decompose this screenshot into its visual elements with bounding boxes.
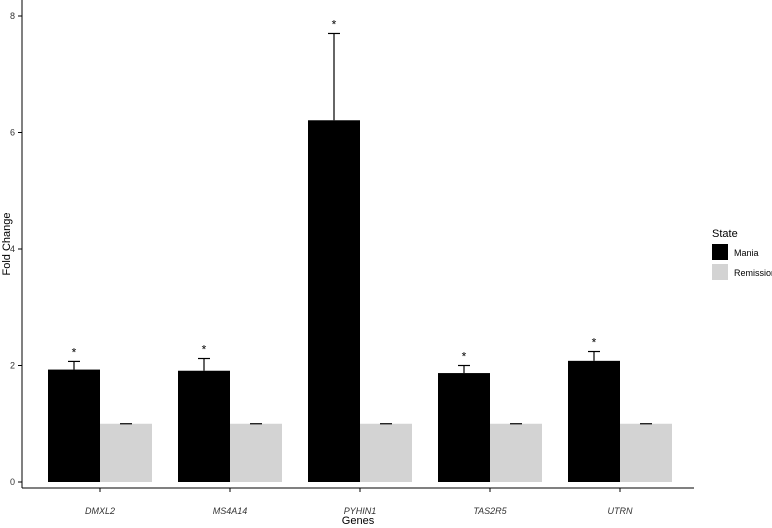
legend: State Mania Remission <box>712 228 772 280</box>
bar-mania-dmxl2 <box>48 369 100 482</box>
x-tick-label: TAS2R5 <box>473 506 507 516</box>
x-tick-label: DMXL2 <box>85 506 115 516</box>
x-tick-label: UTRN <box>608 506 633 516</box>
legend-label-remission: Remission <box>734 268 772 278</box>
legend-label-mania: Mania <box>734 248 759 258</box>
y-tick-label: 8 <box>10 11 15 21</box>
significance-marker: * <box>332 17 337 31</box>
bar-mania-ms4a14 <box>178 370 230 482</box>
y-axis-ticks: 0 2 4 6 8 <box>10 11 22 487</box>
y-tick-label: 2 <box>10 361 15 371</box>
bar-mania-pyhin1 <box>308 120 360 482</box>
legend-title: State <box>712 228 738 240</box>
y-axis-title: Fold Change <box>1 213 13 276</box>
y-tick-label: 6 <box>10 128 15 138</box>
legend-swatch-mania <box>712 244 728 260</box>
legend-swatch-remission <box>712 264 728 280</box>
bar-remission-ms4a14 <box>230 423 282 482</box>
bar-remission-utrn <box>620 423 672 482</box>
bar-mania-utrn <box>568 360 620 482</box>
significance-marker: * <box>592 336 597 350</box>
bar-remission-tas2r5 <box>490 423 542 482</box>
significance-marker: * <box>72 345 77 359</box>
x-axis-ticks: DMXL2 MS4A14 PYHIN1 TAS2R5 UTRN <box>85 488 633 516</box>
x-tick-label: MS4A14 <box>213 506 248 516</box>
bar-remission-dmxl2 <box>100 423 152 482</box>
x-axis-title: Genes <box>342 515 375 527</box>
bar-remission-pyhin1 <box>360 423 412 482</box>
y-tick-label: 0 <box>10 477 15 487</box>
significance-marker: * <box>202 343 207 357</box>
y-tick-label: 4 <box>10 244 15 254</box>
x-tick-label: PYHIN1 <box>344 506 377 516</box>
significance-marker: * <box>462 350 467 364</box>
bar-mania-tas2r5 <box>438 373 490 482</box>
plot-area: * * * * * <box>48 17 672 482</box>
